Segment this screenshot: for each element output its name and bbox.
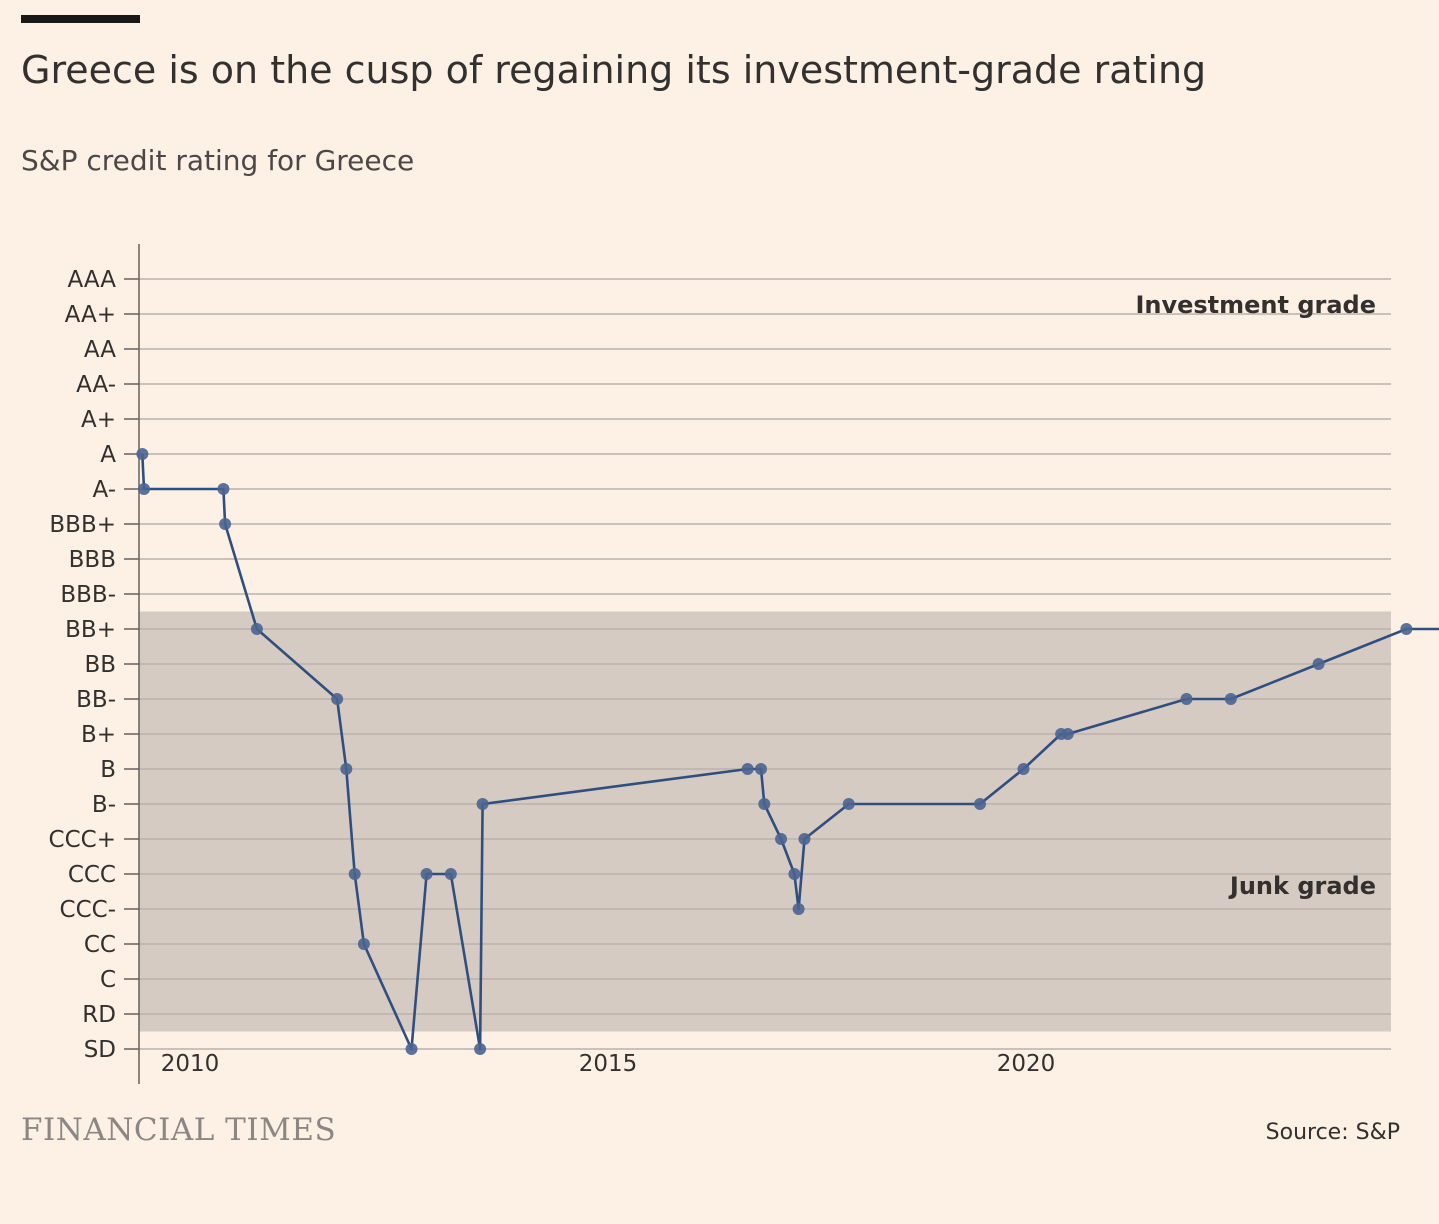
junk-grade-label: Junk grade <box>1228 872 1376 900</box>
data-point <box>331 693 344 705</box>
y-tick-label: B+ <box>81 722 116 748</box>
data-point <box>217 483 230 495</box>
y-tick-label: CCC- <box>60 897 116 923</box>
data-point <box>420 868 433 880</box>
data-point <box>348 868 361 880</box>
data-point <box>974 798 987 810</box>
y-tick-label: AAA <box>68 267 117 293</box>
y-tick-label: C <box>100 967 116 993</box>
series-markers <box>136 448 1413 1055</box>
data-point <box>444 868 457 880</box>
y-tick-label: AA+ <box>65 302 116 328</box>
data-point <box>474 1043 487 1055</box>
y-tick-label: RD <box>82 1002 116 1028</box>
data-point <box>476 798 489 810</box>
data-point <box>1312 658 1325 670</box>
y-tick-label: SD <box>84 1037 116 1063</box>
data-point <box>136 448 149 460</box>
y-tick-label: CCC <box>68 862 116 888</box>
data-point <box>250 623 263 635</box>
x-tick-label: 2015 <box>579 1051 638 1077</box>
data-point <box>775 833 788 845</box>
y-tick-label: AA <box>84 337 116 363</box>
data-point <box>219 518 232 530</box>
y-tick-label: A+ <box>81 407 116 433</box>
data-point <box>1180 693 1193 705</box>
investment-grade-label: Investment grade <box>1135 291 1376 319</box>
data-point <box>754 763 767 775</box>
data-point <box>357 938 370 950</box>
region-bands <box>139 611 1391 1032</box>
data-point <box>1224 693 1237 705</box>
y-tick-label: AA- <box>76 372 116 398</box>
ft-logo: FINANCIAL TIMES <box>21 1112 337 1148</box>
y-tick-label: CCC+ <box>49 827 116 853</box>
data-point <box>758 798 771 810</box>
chart-subtitle: S&P credit rating for Greece <box>21 144 415 177</box>
y-tick-label: BB- <box>76 687 116 713</box>
data-point <box>405 1043 418 1055</box>
data-point <box>1061 728 1074 740</box>
x-tick-label: 2010 <box>161 1051 220 1077</box>
y-tick-label: A <box>100 442 116 468</box>
y-tick-label: B- <box>92 792 116 818</box>
y-tick-label: CC <box>84 932 116 958</box>
data-point <box>1017 763 1030 775</box>
data-point <box>842 798 855 810</box>
x-axis-ticks: 2010 2015 2020 <box>161 1051 1056 1077</box>
source-note: Source: S&P <box>1265 1120 1400 1145</box>
y-tick-label: BB+ <box>65 617 116 643</box>
data-point <box>788 868 801 880</box>
data-point <box>340 763 353 775</box>
y-tick-label: BBB- <box>60 582 116 608</box>
y-axis-ticks: AAAAA+AAAA-A+AA-BBB+BBBBBB-BB+BBBB-B+BB-… <box>49 267 139 1063</box>
y-tick-label: BBB <box>69 547 116 573</box>
y-tick-label: B <box>100 757 116 783</box>
data-point <box>798 833 811 845</box>
region-labels: Investment grade Junk grade <box>1135 291 1376 900</box>
data-point <box>138 483 151 495</box>
y-tick-label: BBB+ <box>49 512 116 538</box>
junk-grade-band <box>139 611 1391 1032</box>
y-tick-label: BB <box>84 652 116 678</box>
data-point <box>1400 623 1413 635</box>
chart-title: Greece is on the cusp of regaining its i… <box>21 48 1207 92</box>
x-tick-label: 2020 <box>997 1051 1056 1077</box>
data-point <box>741 763 754 775</box>
y-tick-label: A- <box>92 477 116 503</box>
top-rule <box>21 15 140 23</box>
data-point <box>792 903 805 915</box>
